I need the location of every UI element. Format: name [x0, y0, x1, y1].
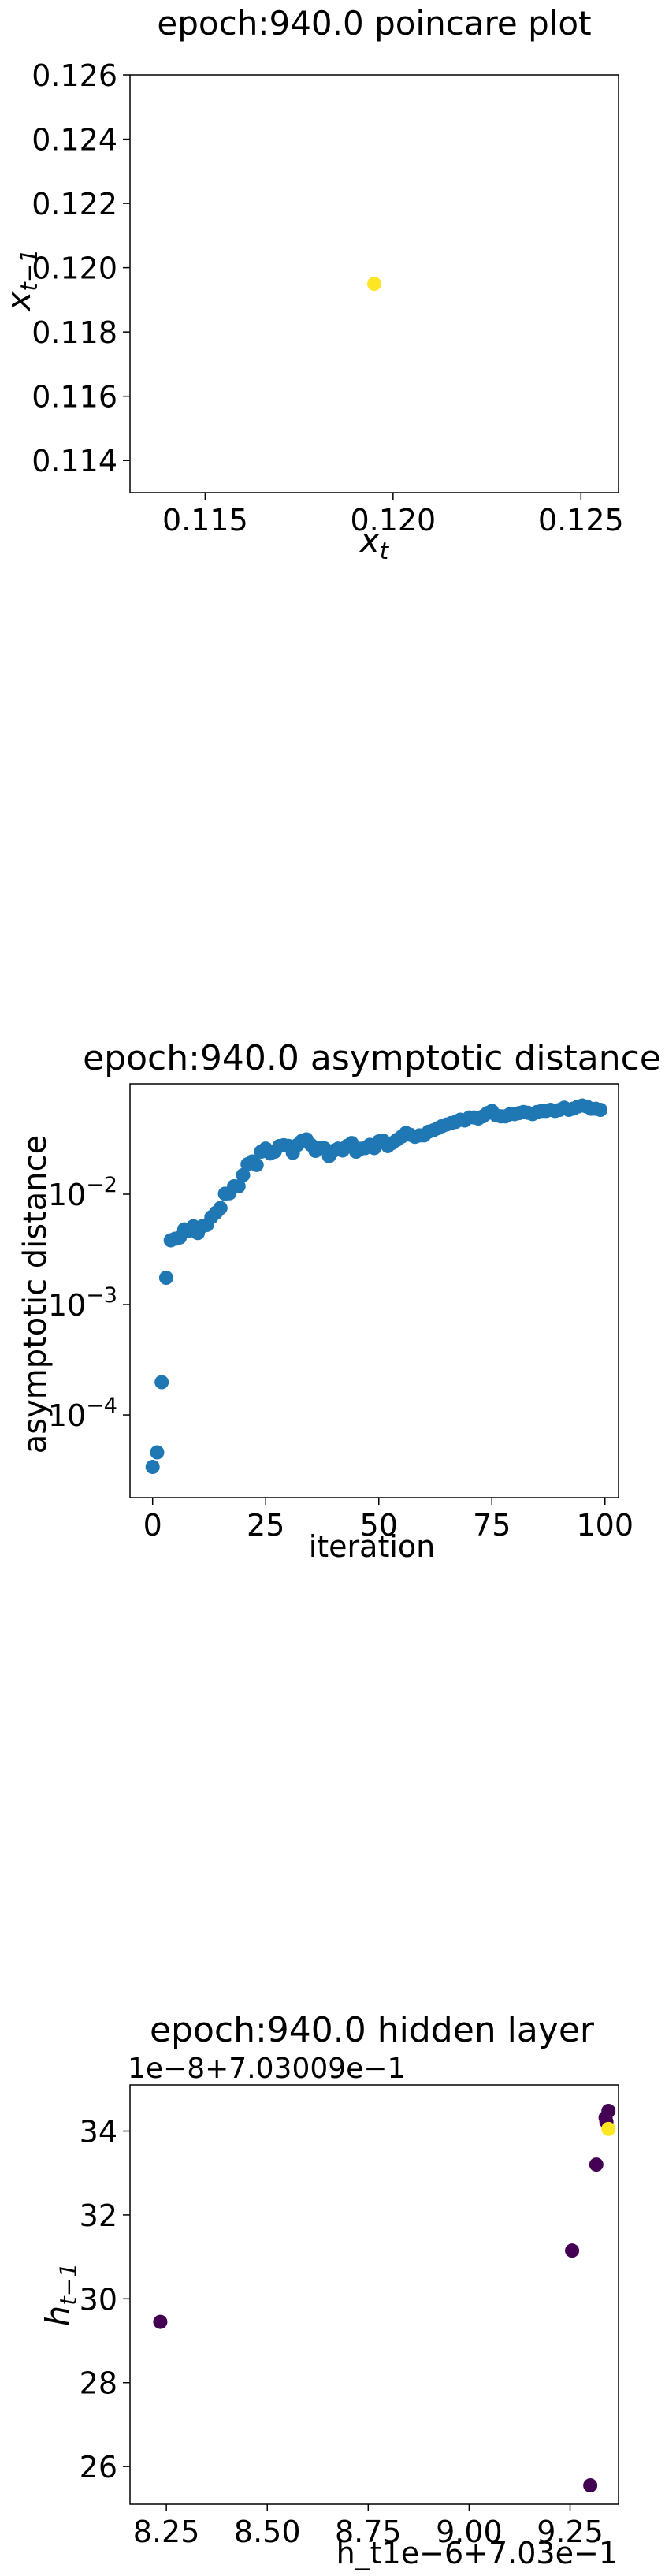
data-point	[565, 2243, 580, 2258]
data-point	[367, 277, 381, 291]
y-tick-label: 0.122	[32, 187, 117, 221]
hidden-layer-plot-area	[129, 2084, 619, 2505]
y-tick-label: 30	[80, 2282, 117, 2317]
x-tick-label: 100	[577, 1508, 634, 1543]
y-tick-label: 0.126	[32, 58, 117, 93]
data-point	[593, 1103, 608, 1118]
y-tick-label: 0.116	[32, 380, 117, 415]
data-point	[598, 2110, 613, 2125]
y-tick-label: 10−2	[48, 1173, 117, 1212]
poincare-title: epoch:940.0 poincare plot	[157, 4, 591, 43]
data-point	[145, 1460, 160, 1475]
data-point	[213, 1201, 228, 1215]
y-tick-label: 0.118	[32, 315, 117, 350]
asymptotic-y-ticks: 10−4 10−3 10−2	[48, 1173, 130, 1433]
data-point	[154, 1375, 169, 1390]
poincare-x-label: xt	[359, 521, 390, 564]
x-tick-label: 0.115	[162, 503, 248, 538]
hidden-layer-chart: epoch:940.0 hidden layer 1e−8+7.03009e−1…	[39, 2010, 619, 2570]
hidden-layer-title: epoch:940.0 hidden layer	[150, 2010, 595, 2050]
x-tick-label: 8.75	[335, 2515, 402, 2549]
poincare-chart: epoch:940.0 poincare plot 0.1140.1160.11…	[0, 4, 624, 564]
y-tick-label: 28	[80, 2366, 117, 2401]
y-tick-label: 26	[80, 2450, 117, 2485]
hidden-layer-x-label: h_t1e−6+7.03e−1	[336, 2536, 618, 2570]
y-tick-label: 10−4	[48, 1394, 117, 1433]
data-point	[231, 1178, 246, 1193]
asymptotic-x-label: iteration	[309, 1529, 436, 1564]
x-tick-label: 9.25	[537, 2515, 604, 2549]
hidden-layer-points	[153, 2103, 616, 2493]
data-point	[153, 2314, 168, 2329]
x-tick-label: 8.50	[234, 2515, 301, 2549]
data-point	[601, 2121, 616, 2136]
y-tick-label: 0.114	[32, 444, 117, 478]
asymptotic-points	[145, 1098, 608, 1475]
data-point	[589, 2157, 604, 2172]
poincare-x-ticks: 0.115 0.120 0.125	[162, 493, 624, 538]
asymptotic-x-ticks: 0 25 50 75 100	[143, 1498, 633, 1543]
y-tick-label: 0.124	[32, 123, 117, 158]
asymptotic-chart: epoch:940.0 asymptotic distance 10−4 10−3…	[17, 1038, 661, 1564]
asymptotic-y-label: asymptotic distance	[17, 1135, 54, 1454]
data-point	[249, 1157, 264, 1172]
x-tick-label: 0.125	[538, 503, 624, 538]
poincare-y-label: xt−1	[0, 249, 43, 313]
hidden-layer-x-ticks: 8.25 8.50 8.75 9.00 9.25	[133, 2504, 604, 2549]
hidden-layer-y-label: ht−1	[39, 2263, 82, 2327]
y-tick-label: 0.120	[32, 251, 117, 286]
asymptotic-title: epoch:940.0 asymptotic distance	[83, 1038, 661, 1078]
y-tick-label: 32	[80, 2198, 117, 2233]
x-tick-label: 75	[473, 1508, 511, 1543]
hidden-layer-y-ticks: 26 28 30 32 34	[80, 2115, 130, 2485]
x-tick-label: 0.120	[350, 503, 436, 538]
y-tick-label: 34	[80, 2115, 117, 2150]
x-tick-label: 0	[143, 1508, 162, 1543]
poincare-points	[367, 277, 381, 291]
data-point	[583, 2478, 598, 2493]
data-point	[150, 1445, 165, 1460]
data-point	[158, 1271, 173, 1286]
x-tick-label: 8.25	[133, 2515, 200, 2549]
x-tick-label: 25	[247, 1508, 284, 1543]
hidden-layer-y-offset: 1e−8+7.03009e−1	[128, 2053, 405, 2085]
x-tick-label: 50	[360, 1508, 398, 1543]
data-point	[236, 1167, 251, 1182]
poincare-y-ticks: 0.114 0.116 0.118 0.120 0.122 0.124 0.126	[32, 58, 130, 478]
y-tick-label: 10−3	[48, 1283, 117, 1323]
x-tick-label: 9.00	[436, 2515, 503, 2549]
